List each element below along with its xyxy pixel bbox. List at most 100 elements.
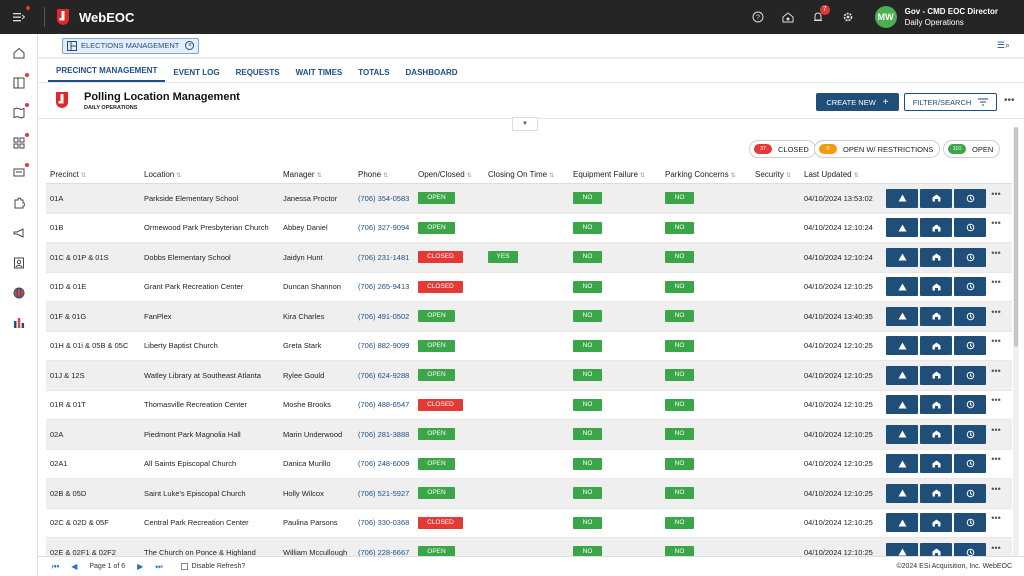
row-more-options-icon[interactable]: ••• [991,306,1001,317]
table-row[interactable]: 01B Ormewood Park Presbyterian Church Abbe… [46,214,1012,243]
sidebar-item-home[interactable] [0,38,38,68]
collapse-toggle-button[interactable]: ▼ [512,117,538,131]
report-issue-button[interactable] [886,513,918,533]
cell-phone-link[interactable]: (706) 330-0368 [358,518,410,528]
table-row[interactable]: 01R & 01T Thomasville Recreation Center Mo… [46,391,1012,420]
sidebar-item-globe[interactable] [0,278,38,308]
scrollbar-thumb[interactable] [1014,127,1018,347]
row-more-options-icon[interactable]: ••• [991,454,1001,465]
row-more-options-icon[interactable]: ••• [991,513,1001,524]
update-status-button[interactable] [954,306,986,326]
column-header-open-closed[interactable]: Open/Closed ⇅ [418,169,472,179]
row-more-options-icon[interactable]: ••• [991,336,1001,347]
settings-gear-icon[interactable] [835,4,861,30]
update-status-button[interactable] [954,336,986,356]
tab-precinct-management[interactable]: PRECINCT MANAGEMENT [48,66,166,82]
table-row[interactable]: 01A Parkside Elementary School Janessa Pro… [46,184,1012,214]
report-issue-button[interactable] [886,365,918,385]
report-issue-button[interactable] [886,454,918,474]
board-tag[interactable]: ELECTIONS MANAGEMENT × [62,37,200,54]
table-row[interactable]: 01J & 12S Watley Library at Southeast Atl… [46,361,1012,391]
parking-button[interactable] [920,454,952,474]
table-row[interactable]: 02A1 All Saints Episcopal Church Danica Mu… [46,450,1012,479]
row-more-options-icon[interactable]: ••• [991,395,1001,406]
sidebar-item-dashboards[interactable] [0,128,38,158]
update-status-button[interactable] [954,277,986,297]
previous-page-icon[interactable]: ◀ [71,562,78,571]
sidebar-item-reports[interactable] [0,308,38,338]
row-more-options-icon[interactable]: ••• [991,188,1001,199]
cell-phone-link[interactable]: (706) 882-9099 [358,341,410,351]
report-issue-button[interactable] [886,424,918,444]
cell-phone-link[interactable]: (706) 624-9288 [358,370,410,380]
update-status-button[interactable] [954,365,986,385]
parking-button[interactable] [920,218,952,238]
table-row[interactable]: 01F & 01G FanPlex Kira Charles (706) 491-05… [46,302,1012,332]
parking-button[interactable] [920,247,952,267]
table-row[interactable]: 02A Piedmont Park Magnolia Hall Marin Unde… [46,420,1012,450]
report-issue-button[interactable] [886,218,918,238]
more-options-icon[interactable]: ••• [1004,95,1015,106]
legend-restricted[interactable]: 0 OPEN W/ RESTRICTIONS [814,140,941,158]
sidebar-item-boards[interactable] [0,68,38,98]
sidebar-item-plugins[interactable] [0,188,38,218]
notifications-bell-icon[interactable]: 7 [805,4,831,30]
report-issue-button[interactable] [886,306,918,326]
cell-phone-link[interactable]: (706) 521-5927 [358,488,410,498]
table-row[interactable]: 02C & 02D & 05F Central Park Recreation C… [46,509,1012,538]
column-header-phone[interactable]: Phone ⇅ [358,169,389,179]
menu-toggle-button[interactable] [0,0,38,34]
row-more-options-icon[interactable]: ••• [991,277,1001,288]
tab-event-log[interactable]: EVENT LOG [173,68,220,77]
tab-requests[interactable]: REQUESTS [235,68,280,77]
report-issue-button[interactable] [886,336,918,356]
row-more-options-icon[interactable]: ••• [991,247,1001,258]
column-header-closing-on-time[interactable]: Closing On Time ⇅ [488,169,555,179]
update-status-button[interactable] [954,395,986,415]
home-cloud-icon[interactable] [775,4,801,30]
column-header-equipment-failure[interactable]: Equipment Failure ⇅ [573,169,645,179]
close-icon[interactable]: × [185,41,195,50]
update-status-button[interactable] [954,188,986,208]
report-issue-button[interactable] [886,483,918,503]
update-status-button[interactable] [954,424,986,444]
table-row[interactable]: 01H & 01i & 05B & 05C Liberty Baptist Chu… [46,332,1012,361]
cell-phone-link[interactable]: (706) 281-3888 [358,429,410,439]
column-header-manager[interactable]: Manager ⇅ [283,169,322,179]
parking-button[interactable] [920,277,952,297]
legend-closed[interactable]: 37 CLOSED [749,140,816,158]
column-header-parking-concerns[interactable]: Parking Concerns ⇅ [665,169,736,179]
sidebar-item-maps[interactable] [0,98,38,128]
cell-phone-link[interactable]: (706) 228-6667 [358,547,410,557]
report-issue-button[interactable] [886,188,918,208]
report-issue-button[interactable] [886,247,918,267]
disable-refresh-checkbox[interactable] [180,563,188,570]
cell-phone-link[interactable]: (706) 327-9094 [358,223,410,233]
search-list-icon[interactable]: ☰⌕ [996,40,1010,50]
next-page-icon[interactable]: ▶ [137,562,144,571]
parking-button[interactable] [920,483,952,503]
column-header-last-updated[interactable]: Last Updated ⇅ [804,169,859,179]
row-more-options-icon[interactable]: ••• [991,424,1001,435]
cell-phone-link[interactable]: (706) 354-0583 [358,193,410,203]
first-page-icon[interactable]: ⏮ [52,561,60,571]
tab-totals[interactable]: TOTALS [358,68,390,77]
update-status-button[interactable] [954,247,986,267]
table-row[interactable]: 02B & 05D Saint Luke's Episcopal Church Ho… [46,479,1012,509]
cell-phone-link[interactable]: (706) 231-1481 [358,252,410,262]
table-row[interactable]: 01D & 01E Grant Park Recreation Center Dun… [46,273,1012,302]
table-row[interactable]: 01C & 01P & 01S Dobbs Elementary School Ja… [46,243,1012,273]
filter-search-button[interactable]: FILTER/SEARCH [904,93,997,111]
parking-button[interactable] [920,188,952,208]
avatar[interactable]: MW [874,6,897,28]
table-scrollbar[interactable] [1013,127,1019,557]
last-page-icon[interactable]: ⏭ [155,561,163,571]
report-issue-button[interactable] [886,395,918,415]
update-status-button[interactable] [954,218,986,238]
cell-phone-link[interactable]: (706) 488-6547 [358,400,410,410]
column-header-location[interactable]: Location ⇅ [144,169,182,179]
user-info[interactable]: Gov - CMD EOC Director Daily Operations [905,6,998,28]
update-status-button[interactable] [954,454,986,474]
parking-button[interactable] [920,306,952,326]
legend-open[interactable]: 110 OPEN [943,140,1001,158]
